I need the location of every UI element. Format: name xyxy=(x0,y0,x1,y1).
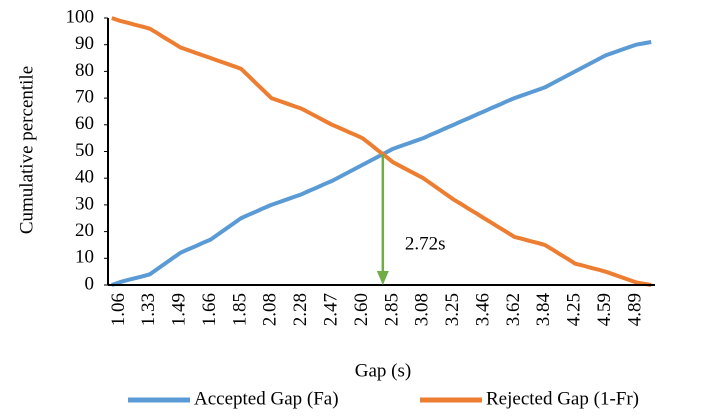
x-tick-label: 1.85 xyxy=(229,293,250,326)
y-tick-label: 10 xyxy=(75,247,94,268)
x-tick-label: 3.46 xyxy=(472,293,493,326)
series-line xyxy=(111,16,652,287)
y-tick-label: 0 xyxy=(85,273,95,294)
x-tick-label: 3.84 xyxy=(533,293,554,327)
x-tick-label: 2.85 xyxy=(381,293,402,326)
annotation-arrowhead xyxy=(376,271,389,285)
x-tick-label: 2.08 xyxy=(260,293,281,326)
x-tick-label: 1.06 xyxy=(108,293,129,326)
y-tick-label: 50 xyxy=(75,140,94,161)
legend-label: Accepted Gap (Fa) xyxy=(194,388,339,409)
x-axis-title: Gap (s) xyxy=(355,360,411,381)
x-tick-label: 3.62 xyxy=(503,293,524,326)
annotation-text: 2.72s xyxy=(405,233,446,254)
x-tick-label: 2.47 xyxy=(320,293,341,326)
y-tick-label: 30 xyxy=(75,193,94,214)
legend-label: Rejected Gap (1-Fr) xyxy=(486,388,639,409)
y-tick-label: 100 xyxy=(66,6,95,27)
x-tick-label: 2.28 xyxy=(290,293,311,326)
x-tick-label: 1.66 xyxy=(199,293,220,326)
x-tick-label: 3.25 xyxy=(442,293,463,326)
x-tick-label: 3.08 xyxy=(412,293,433,326)
y-tick-label: 20 xyxy=(75,220,94,241)
x-tick-label: 4.25 xyxy=(564,293,585,326)
x-tick-label: 2.60 xyxy=(351,293,372,326)
y-tick-label: 70 xyxy=(75,86,94,107)
y-tick-label: 60 xyxy=(75,113,94,134)
y-tick-label: 90 xyxy=(75,33,94,54)
x-tick-label: 4.59 xyxy=(594,293,615,326)
x-tick-label: 1.33 xyxy=(138,293,159,326)
series-line xyxy=(111,40,652,287)
x-tick-label: 1.49 xyxy=(169,293,190,326)
y-tick-label: 40 xyxy=(75,167,94,188)
y-axis-title: Cumulative percentile xyxy=(16,66,37,234)
x-tick-label: 4.89 xyxy=(624,293,645,326)
y-tick-label: 80 xyxy=(75,60,94,81)
